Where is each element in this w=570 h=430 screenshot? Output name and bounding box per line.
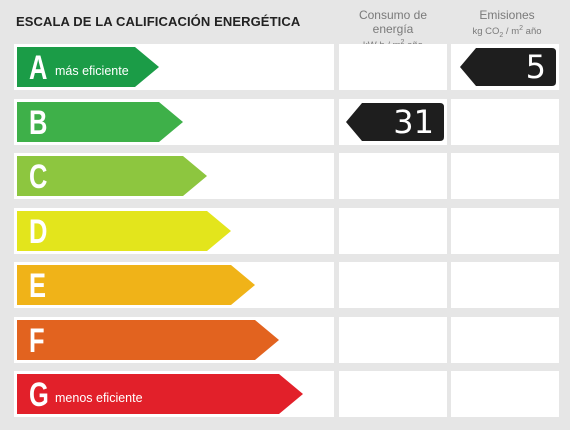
consumo-marker: 31 [346, 102, 444, 141]
rating-cell: B [14, 98, 334, 145]
consumo-cell: 31 [339, 98, 447, 145]
emisiones-label: Emisiones [479, 8, 535, 22]
rating-row-f: F [0, 316, 570, 363]
rating-letter: A [29, 49, 48, 87]
emisiones-cell [451, 98, 559, 145]
rating-cell: E [14, 262, 334, 308]
rating-row-d: D [0, 207, 570, 254]
emisiones-cell [451, 316, 559, 363]
rating-letter: F [29, 321, 45, 360]
rating-letter: E [29, 267, 47, 305]
emisiones-marker-value: 5 [525, 48, 546, 86]
consumo-cell [339, 207, 447, 254]
rating-row-c: C [0, 153, 570, 199]
consumo-label: Consumo de energía [358, 8, 428, 36]
consumo-cell [339, 371, 447, 417]
emisiones-cell [451, 262, 559, 308]
emisiones-header: Emisiones kg CO2 / m2 año [452, 8, 562, 43]
rating-description: más eficiente [55, 64, 129, 78]
rating-letter: B [29, 103, 48, 142]
rating-cell: F [14, 316, 334, 363]
rating-description: menos eficiente [55, 391, 143, 405]
emisiones-unit: kg CO2 / m2 año [472, 25, 542, 40]
rating-arrow-e: E [17, 265, 255, 305]
consumo-cell [339, 316, 447, 363]
rating-row-b: B 31 [0, 98, 570, 145]
rating-row-e: E [0, 262, 570, 308]
consumo-cell [339, 44, 447, 90]
rating-arrow-f: F [17, 319, 279, 360]
rating-cell: C [14, 153, 334, 199]
rating-letter: G [29, 376, 49, 414]
rating-arrow-c: C [17, 156, 207, 196]
rating-arrow-b: B [17, 101, 183, 142]
emisiones-cell [451, 153, 559, 199]
page-title: ESCALA DE LA CALIFICACIÓN ENERGÉTICA [16, 14, 301, 29]
emisiones-cell [451, 371, 559, 417]
rating-letter: C [29, 158, 48, 196]
consumo-cell [339, 153, 447, 199]
emisiones-cell [451, 207, 559, 254]
rating-cell: D [14, 207, 334, 254]
emisiones-cell: 5 [451, 44, 559, 90]
rating-letter: D [29, 212, 48, 251]
emisiones-marker: 5 [460, 48, 556, 86]
consumo-cell [339, 262, 447, 308]
rating-arrow-d: D [17, 210, 231, 251]
consumo-marker-value: 31 [393, 102, 434, 141]
